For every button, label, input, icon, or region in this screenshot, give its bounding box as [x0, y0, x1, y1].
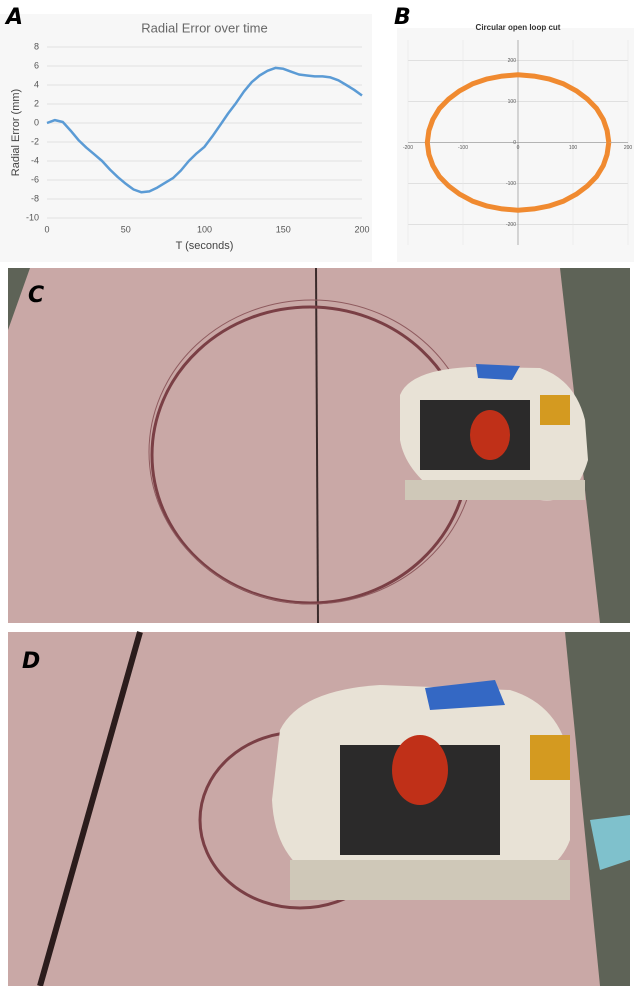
x-tick-label: 200 — [624, 145, 633, 151]
y-tick-label: -6 — [31, 174, 39, 184]
panel-label: D — [22, 649, 40, 674]
y-tick-label: 2 — [34, 98, 39, 108]
x-tick-label: 0 — [44, 224, 49, 234]
y-tick-label: -2 — [31, 136, 39, 146]
y-tick-label: 0 — [34, 117, 39, 127]
y-tick-label: 8 — [34, 41, 39, 51]
y-tick-label: 6 — [34, 60, 39, 70]
figure-svg: A B C D Radial Error over time 8 6 4 2 0 -2 -4 -… — [0, 0, 634, 986]
y-tick-label: 4 — [34, 79, 39, 89]
chart-title: Radial Error over time — [141, 20, 267, 35]
y-axis-label: Radial Error (mm) — [10, 89, 22, 176]
y-tick-label: -100 — [506, 181, 516, 187]
panel-label: C — [28, 283, 44, 308]
x-tick-label: 100 — [569, 145, 578, 151]
figure: A B C D Radial Error over time 8 6 4 2 0 -2 -4 -… — [0, 0, 634, 986]
x-tick-label: 50 — [121, 224, 131, 234]
y-tick-label: -10 — [26, 212, 39, 222]
chart-title: Circular open loop cut — [476, 23, 561, 32]
y-tick-label: 200 — [508, 58, 517, 64]
panel-label: B — [394, 5, 411, 30]
y-tick-label: -8 — [31, 193, 39, 203]
y-tick-label: -200 — [506, 222, 516, 228]
chart-a-bg — [0, 14, 372, 262]
x-axis-label: T (seconds) — [176, 240, 234, 252]
x-tick-label: -100 — [458, 145, 468, 151]
x-tick-label: 100 — [197, 224, 212, 234]
x-tick-label: 200 — [354, 224, 369, 234]
x-tick-label: -200 — [403, 145, 413, 151]
panel-label: A — [4, 5, 23, 30]
y-tick-label: -4 — [31, 155, 39, 165]
photo-c — [8, 268, 630, 623]
photo-d — [8, 632, 630, 986]
x-tick-label: 150 — [276, 224, 291, 234]
y-tick-label: 100 — [508, 99, 517, 105]
